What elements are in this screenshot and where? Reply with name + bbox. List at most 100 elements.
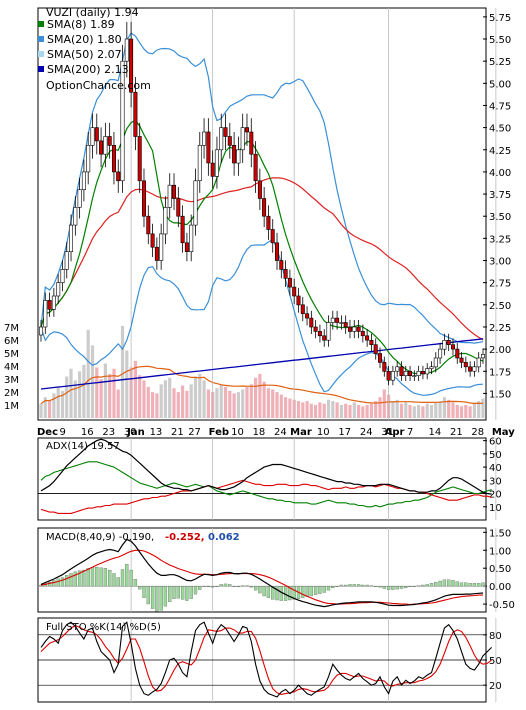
candle-body [360, 331, 365, 337]
macd-histogram-bar [159, 586, 163, 611]
volume-bar [78, 371, 82, 418]
volume-bar [206, 389, 210, 418]
bollinger-lower-line [40, 238, 484, 396]
macd-histogram-bar [447, 579, 451, 587]
macd-hist-value: 0.062 [208, 532, 240, 543]
panel-tick-label: 50 [489, 450, 502, 461]
candle-body [283, 269, 288, 279]
macd-histogram-bar [378, 586, 382, 588]
legend-sma8: SMA(8) 1.89 [47, 18, 115, 31]
macd-histogram-bar [60, 577, 65, 587]
x-axis-label: 31 [381, 427, 394, 438]
x-axis-label: 21 [171, 427, 184, 438]
volume-bar [189, 384, 193, 418]
macd-histogram-bar [185, 586, 189, 601]
macd-histogram-bar [275, 586, 279, 601]
volume-bar [404, 402, 408, 418]
macd-histogram-bar [365, 584, 369, 587]
volume-bar [271, 389, 275, 418]
volume-bar [159, 384, 163, 418]
candle-body [463, 362, 468, 368]
volume-bar [69, 368, 73, 418]
volume-tick-label: 5M [4, 349, 19, 360]
panel-tick-label: 50 [489, 656, 502, 667]
price-tick-label: 1.50 [489, 389, 511, 400]
candle-body [296, 295, 301, 306]
x-axis-label: 10 [231, 427, 244, 438]
price-tick-label: 3.25 [489, 234, 511, 245]
legend-swatch-sma20 [38, 36, 44, 42]
candle-body [356, 326, 361, 332]
candle-body [438, 348, 443, 359]
macd-histogram-bar [95, 567, 99, 587]
candle-body [266, 215, 271, 230]
volume-bar [108, 373, 112, 418]
macd-histogram-bar [438, 580, 442, 587]
macd-histogram-bar [374, 586, 378, 587]
x-axis-label: Jan [126, 427, 145, 438]
macd-histogram-bar [133, 579, 138, 587]
candle-body [107, 136, 112, 146]
candle-body [446, 339, 451, 345]
price-tick-label: 4.25 [489, 146, 511, 157]
volume-tick-label: 3M [4, 375, 19, 386]
candle-body [365, 335, 370, 341]
legend-sma200: SMA(200) 2.13 [47, 63, 129, 76]
volume-bar [301, 402, 305, 418]
candle-body [407, 370, 412, 376]
macd-histogram-bar [352, 584, 356, 587]
macd-histogram-bar [65, 575, 69, 587]
macd-histogram-bar [211, 586, 215, 588]
volume-bar [202, 380, 206, 418]
legend-swatch-sma8 [38, 21, 44, 27]
x-axis-label: May [492, 427, 515, 438]
volume-bar [395, 399, 399, 418]
candle-body [150, 233, 155, 248]
candle-body [77, 189, 82, 208]
macd-histogram-bar [223, 583, 228, 587]
macd-histogram-bar [301, 586, 305, 598]
volume-bar [459, 406, 464, 418]
sto-d-line [40, 624, 492, 695]
volume-bar [331, 401, 335, 418]
candle-body [300, 304, 305, 314]
x-axis-label: Apr [385, 427, 405, 438]
volume-bar [228, 390, 232, 418]
legend: SMA(8) 1.89 SMA(20) 1.80 SMA(50) 2.07 SM… [38, 18, 151, 92]
macd-histogram-bar [142, 586, 146, 598]
macd-histogram-bar [356, 584, 361, 587]
macd-histogram-bar [198, 586, 202, 590]
volume-bar [39, 403, 43, 418]
volume-bar [382, 389, 386, 418]
candle-body [236, 149, 241, 164]
volume-bar [326, 399, 331, 418]
price-tick-label: 4.75 [489, 101, 511, 112]
macd-histogram-bar [193, 586, 198, 595]
candle-body [322, 335, 327, 341]
macd-histogram-bar [249, 586, 253, 588]
candle-body [180, 215, 185, 244]
volume-bar [258, 373, 262, 418]
price-tick-label: 5.00 [489, 79, 511, 90]
candle-body [219, 127, 224, 151]
volume-bar [73, 380, 77, 418]
macd-histogram-bar [82, 569, 86, 587]
volume-bar [322, 403, 326, 418]
adx-title: ADX(14) 19.57 [46, 441, 120, 452]
volume-bar [198, 373, 202, 418]
candle-body [90, 127, 95, 146]
macd-histogram-bar [228, 584, 232, 587]
volume-bar [223, 386, 228, 418]
macd-histogram-bar [451, 580, 455, 587]
x-axis-label: 27 [188, 427, 201, 438]
volume-bar [86, 329, 90, 418]
macd-histogram-bar [155, 586, 159, 612]
volume-bar [408, 405, 412, 418]
macd-histogram-bar [168, 586, 172, 602]
price-tick-label: 3.75 [489, 190, 511, 201]
candle-body [395, 366, 400, 372]
volume-bar [455, 405, 459, 418]
candle-body [189, 224, 194, 253]
candle-body [420, 370, 425, 375]
